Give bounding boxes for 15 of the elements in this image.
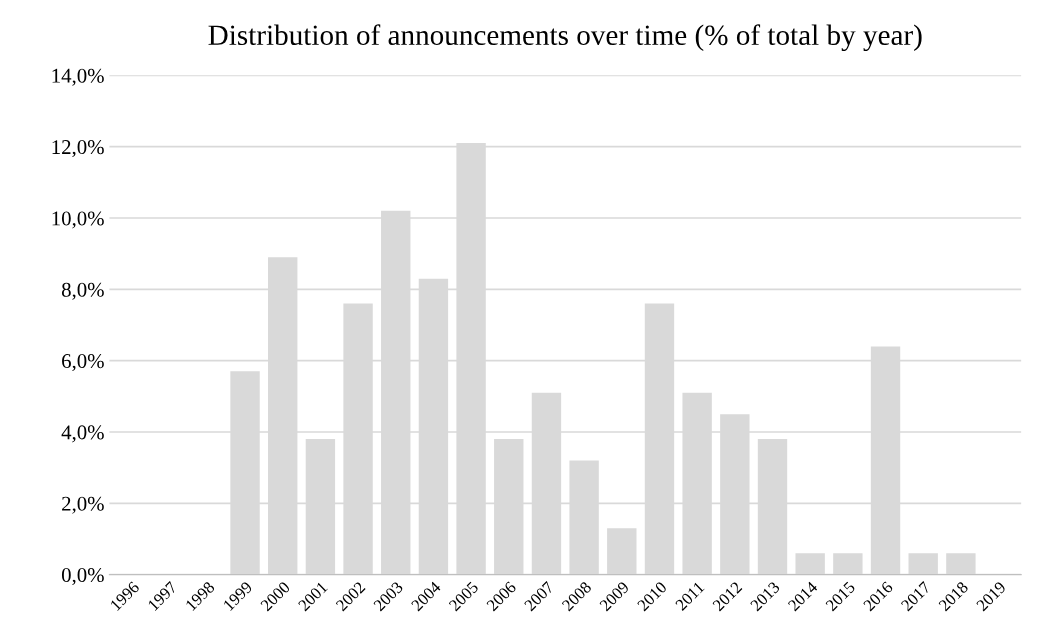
bar	[946, 553, 976, 575]
chart-title: Distribution of announcements over time (% of total by year)	[208, 24, 922, 52]
y-tick-label: 10,0%	[52, 211, 104, 229]
bar	[908, 553, 938, 575]
x-tick-label: 2011	[674, 581, 705, 612]
bar	[607, 528, 637, 575]
bar	[833, 553, 863, 575]
y-tick-label: 4,0%	[61, 425, 104, 443]
y-tick-label: 0,0%	[61, 567, 104, 586]
y-tick-label: 2,0%	[62, 496, 104, 514]
y-tick-label: 8,0%	[61, 282, 104, 300]
y-tick-label: 12,0%	[52, 140, 104, 158]
bar	[795, 553, 825, 575]
y-tick-label: 14,0%	[52, 68, 104, 86]
y-tick-label: 6,0%	[62, 354, 104, 372]
